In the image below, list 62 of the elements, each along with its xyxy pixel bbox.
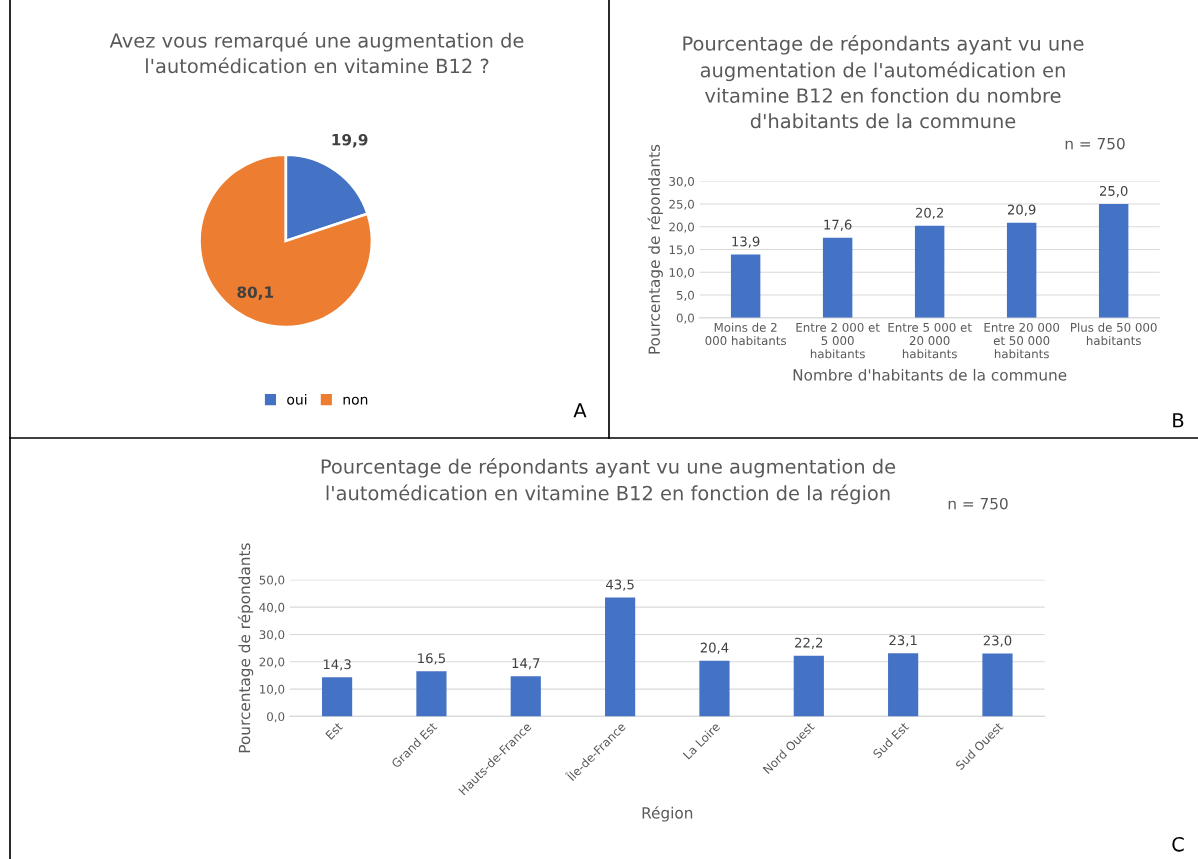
data-label: 23,0: [983, 635, 1012, 647]
y-axis-title: Pourcentage de répondants: [237, 543, 254, 753]
bar: [699, 660, 730, 717]
chart-title: Pourcentage de répondants ayant vu une augmentation de l'automédication en vitamine B12 en fonction de la région: [321, 458, 896, 505]
legend-label: oui: [287, 393, 307, 405]
y-tick-label: 30,0: [669, 176, 694, 188]
data-label: 14,3: [323, 659, 351, 671]
bar: [321, 677, 353, 717]
chart-title: Avez vous remarqué une augmentation de l'automédication en vitamine B12 ?: [109, 32, 524, 74]
x-axis-title: Nombre d'habitants de la commune: [793, 368, 1067, 381]
x-axis-title: Région: [642, 806, 693, 822]
x-tick-label: Entre 2 000 et 5 000 habitants: [796, 322, 880, 359]
text: A: [573, 403, 587, 418]
bar: [793, 655, 824, 717]
chart-title: Pourcentage de répondants ayant vu une augmentation de l'automédication en vitamine B12 en fonction du nombre d'habitants de la commune: [683, 35, 1084, 129]
y-tick-label: 20,0: [259, 657, 285, 668]
bar: [1006, 222, 1037, 318]
data-label: 20,4: [700, 642, 729, 654]
data-label: 16,5: [418, 653, 445, 665]
data-label: 17,6: [824, 219, 852, 231]
y-tick-label: 5,0: [676, 290, 694, 301]
bar: [416, 671, 447, 717]
y-tick-label: 40,0: [259, 602, 285, 613]
y-tick-label: 30,0: [259, 630, 285, 641]
x-tick-label: Entre 20 000 et 50 000 habitants: [984, 322, 1060, 359]
text: B: [1173, 413, 1184, 428]
y-tick-label: 0,0: [676, 313, 694, 324]
data-label: 14,7: [512, 658, 540, 670]
data-label: 20,2: [915, 207, 944, 220]
data-label: 19,9: [332, 133, 368, 148]
bar: [822, 237, 853, 318]
text: n = 750: [948, 497, 1008, 510]
text: C: [1172, 836, 1184, 852]
bar: [888, 653, 919, 717]
y-tick-label: 50,0: [259, 575, 285, 586]
y-tick-label: 20,0: [669, 222, 694, 233]
text: n = 750: [1065, 137, 1125, 150]
x-tick-label: Plus de 50 000 habitants: [1071, 322, 1157, 346]
bar: [1098, 204, 1129, 318]
bar: [982, 653, 1013, 717]
y-tick-label: 0,0: [267, 712, 285, 723]
data-label: 80,1: [237, 286, 274, 300]
bar: [914, 225, 945, 318]
bar: [510, 676, 541, 717]
data-label: 25,0: [1099, 185, 1128, 198]
data-label: 20,9: [1007, 204, 1036, 216]
legend-label: non: [343, 396, 368, 405]
bar: [730, 254, 761, 318]
data-label: 23,1: [889, 635, 917, 647]
y-tick-label: 15,0: [669, 245, 694, 256]
data-label: 13,9: [732, 236, 760, 248]
y-tick-label: 25,0: [669, 199, 694, 210]
bar: [605, 597, 636, 717]
x-tick-label: Entre 5 000 et 20 000 habitants: [888, 322, 972, 359]
data-label: 43,5: [606, 579, 634, 591]
data-label: 22,2: [795, 637, 823, 649]
y-tick-label: 10,0: [669, 268, 694, 279]
x-tick-label: Moins de 2 000 habitants: [705, 322, 787, 346]
pie-slice: [198, 153, 374, 329]
y-tick-label: 10,0: [260, 684, 285, 695]
y-axis-title: Pourcentage de répondants: [647, 144, 663, 354]
x-tick-label: Est: [325, 721, 344, 740]
